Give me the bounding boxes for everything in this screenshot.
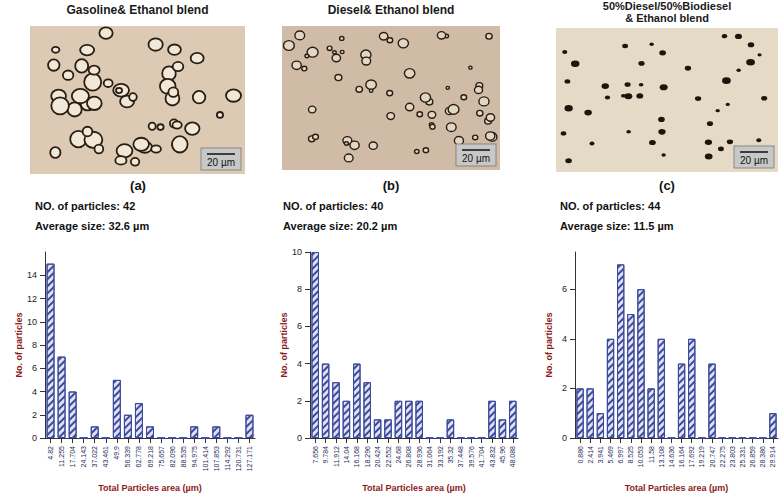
svg-text:20.747: 20.747 xyxy=(709,446,716,468)
svg-text:69.218: 69.218 xyxy=(147,446,154,468)
svg-text:Total Particles area (µm): Total Particles area (µm) xyxy=(362,483,466,493)
svg-text:24.143: 24.143 xyxy=(80,446,87,468)
svg-text:33.192: 33.192 xyxy=(437,446,444,468)
svg-text:88.535: 88.535 xyxy=(180,446,187,468)
svg-text:24.68: 24.68 xyxy=(395,446,402,464)
svg-text:12: 12 xyxy=(27,294,37,304)
svg-text:11.912: 11.912 xyxy=(333,446,340,467)
svg-text:10: 10 xyxy=(27,317,37,327)
svg-text:49.9: 49.9 xyxy=(113,446,120,460)
svg-text:14.636: 14.636 xyxy=(668,446,675,468)
svg-text:2: 2 xyxy=(32,410,37,420)
svg-text:4: 4 xyxy=(297,359,302,369)
svg-text:2.414: 2.414 xyxy=(587,446,594,464)
html-text:Average size: 32.6 µm: Average size: 32.6 µm xyxy=(35,220,150,232)
svg-text:0: 0 xyxy=(297,433,302,443)
html-text:NO. of particles: 44: NO. of particles: 44 xyxy=(560,200,661,212)
svg-text:10: 10 xyxy=(292,247,302,257)
html-text:(b): (b) xyxy=(382,178,400,193)
svg-text:35.32: 35.32 xyxy=(447,446,454,464)
svg-text:41.704: 41.704 xyxy=(478,446,485,468)
html-text:Gasoline& Ethanol blend: Gasoline& Ethanol blend xyxy=(66,3,209,17)
svg-text:2: 2 xyxy=(562,383,567,393)
html-text:NO. of particles: 40: NO. of particles: 40 xyxy=(283,200,384,212)
svg-text:4.82: 4.82 xyxy=(47,446,54,460)
svg-text:22.275: 22.275 xyxy=(719,446,726,468)
svg-text:26.808: 26.808 xyxy=(405,446,412,468)
svg-text:94.975: 94.975 xyxy=(191,446,198,468)
svg-text:8: 8 xyxy=(297,284,302,294)
html-text:Average size: 20.2 µm: Average size: 20.2 µm xyxy=(283,220,398,232)
svg-text:0: 0 xyxy=(562,433,567,443)
svg-text:20.424: 20.424 xyxy=(374,446,381,468)
svg-text:28.386: 28.386 xyxy=(759,446,766,468)
html-text:50%Diesel/50%Biodiesel: 50%Diesel/50%Biodiesel xyxy=(602,0,732,12)
svg-text:23.803: 23.803 xyxy=(729,446,736,468)
svg-text:20 µm: 20 µm xyxy=(207,157,235,168)
svg-text:8.525: 8.525 xyxy=(627,446,634,464)
html-text:Average size: 11.5 µm: Average size: 11.5 µm xyxy=(560,220,674,232)
svg-text:10.053: 10.053 xyxy=(637,446,644,468)
svg-text:75.657: 75.657 xyxy=(158,446,165,468)
svg-text:19.219: 19.219 xyxy=(698,446,705,468)
svg-text:7.656: 7.656 xyxy=(312,446,319,464)
svg-text:39.576: 39.576 xyxy=(468,446,475,468)
svg-text:11.255: 11.255 xyxy=(58,446,65,467)
svg-text:37.022: 37.022 xyxy=(91,446,98,468)
svg-text:48.088: 48.088 xyxy=(509,446,516,468)
svg-text:62.778: 62.778 xyxy=(135,446,142,468)
svg-text:6: 6 xyxy=(562,284,567,294)
svg-text:22.552: 22.552 xyxy=(385,446,392,468)
svg-text:127.171: 127.171 xyxy=(246,446,253,471)
svg-text:6: 6 xyxy=(32,363,37,373)
html-text:NO. of particles: 42: NO. of particles: 42 xyxy=(35,200,136,212)
svg-text:20 µm: 20 µm xyxy=(462,153,490,164)
svg-text:5.469: 5.469 xyxy=(607,446,614,464)
svg-text:4: 4 xyxy=(32,387,37,397)
svg-text:45.96: 45.96 xyxy=(499,446,506,464)
svg-text:17.704: 17.704 xyxy=(69,446,76,468)
html-text:Diesel& Ethanol blend: Diesel& Ethanol blend xyxy=(327,3,455,17)
svg-text:3.941: 3.941 xyxy=(597,446,604,464)
svg-text:0: 0 xyxy=(32,433,37,443)
svg-text:43.461: 43.461 xyxy=(102,446,109,468)
svg-text:20 µm: 20 µm xyxy=(740,155,768,166)
svg-text:13.108: 13.108 xyxy=(658,446,665,468)
svg-text:0.886: 0.886 xyxy=(577,446,584,464)
svg-text:101.414: 101.414 xyxy=(202,446,209,471)
svg-text:56.339: 56.339 xyxy=(124,446,131,468)
svg-text:26.859: 26.859 xyxy=(749,446,756,468)
svg-text:107.853: 107.853 xyxy=(213,446,220,471)
svg-text:Total Particles area (µm): Total Particles area (µm) xyxy=(98,483,202,493)
svg-text:16.168: 16.168 xyxy=(353,446,360,468)
svg-text:25.331: 25.331 xyxy=(739,446,746,468)
svg-text:82.096: 82.096 xyxy=(169,446,176,468)
svg-text:16.164: 16.164 xyxy=(678,446,685,468)
svg-text:18.296: 18.296 xyxy=(364,446,371,468)
svg-text:17.692: 17.692 xyxy=(688,446,695,468)
svg-text:4: 4 xyxy=(562,334,567,344)
html-text:(a): (a) xyxy=(130,178,146,193)
svg-text:8: 8 xyxy=(32,340,37,350)
html-text:& Ethanol blend: & Ethanol blend xyxy=(625,12,709,24)
svg-text:31.064: 31.064 xyxy=(426,446,433,468)
svg-text:6: 6 xyxy=(297,321,302,331)
svg-text:114.292: 114.292 xyxy=(224,446,231,471)
svg-text:No. of particles: No. of particles xyxy=(279,312,289,377)
svg-text:Total Particles area (µm): Total Particles area (µm) xyxy=(625,483,729,493)
svg-text:29.914: 29.914 xyxy=(769,446,776,468)
svg-text:28.936: 28.936 xyxy=(416,446,423,468)
svg-text:120.731: 120.731 xyxy=(235,446,242,471)
svg-text:No. of particles: No. of particles xyxy=(544,312,554,377)
svg-text:No. of particles: No. of particles xyxy=(14,312,24,377)
svg-text:37.448: 37.448 xyxy=(457,446,464,468)
svg-text:43.832: 43.832 xyxy=(489,446,496,468)
svg-text:9.784: 9.784 xyxy=(322,446,329,464)
svg-text:14: 14 xyxy=(27,270,37,280)
svg-text:11.58: 11.58 xyxy=(648,446,655,463)
svg-text:2: 2 xyxy=(297,396,302,406)
html-text:(c): (c) xyxy=(659,178,675,193)
svg-text:14.04: 14.04 xyxy=(343,446,350,464)
svg-text:6.997: 6.997 xyxy=(617,446,624,464)
